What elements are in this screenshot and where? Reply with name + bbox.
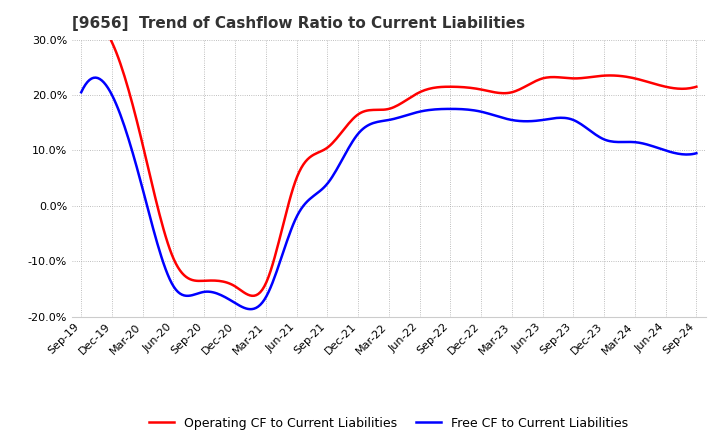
Line: Free CF to Current Liabilities: Free CF to Current Liabilities (81, 77, 696, 309)
Legend: Operating CF to Current Liabilities, Free CF to Current Liabilities: Operating CF to Current Liabilities, Fre… (144, 412, 634, 435)
Operating CF to Current Liabilities (91, 20, 100, 26)
Operating CF to Current Liabilities (445, 84, 454, 89)
Operating CF to Current Liabilities (79, 30, 88, 36)
Free CF to Current Liabilities (79, 85, 88, 91)
Operating CF to Current Liabilities (77, 34, 86, 40)
Free CF to Current Liabilities (246, 307, 254, 312)
Free CF to Current Liabilities (692, 150, 701, 156)
Operating CF to Current Liabilities (639, 78, 647, 83)
Free CF to Current Liabilities (77, 90, 86, 95)
Free CF to Current Liabilities (600, 137, 608, 142)
Operating CF to Current Liabilities (692, 84, 701, 89)
Free CF to Current Liabilities (447, 106, 456, 112)
Operating CF to Current Liabilities (447, 84, 456, 89)
Operating CF to Current Liabilities (248, 293, 256, 298)
Line: Operating CF to Current Liabilities: Operating CF to Current Liabilities (81, 23, 696, 296)
Free CF to Current Liabilities (457, 106, 466, 112)
Free CF to Current Liabilities (445, 106, 454, 112)
Text: [9656]  Trend of Cashflow Ratio to Current Liabilities: [9656] Trend of Cashflow Ratio to Curren… (72, 16, 525, 32)
Free CF to Current Liabilities (639, 141, 647, 146)
Free CF to Current Liabilities (91, 75, 100, 80)
Operating CF to Current Liabilities (600, 73, 608, 78)
Operating CF to Current Liabilities (457, 84, 466, 90)
